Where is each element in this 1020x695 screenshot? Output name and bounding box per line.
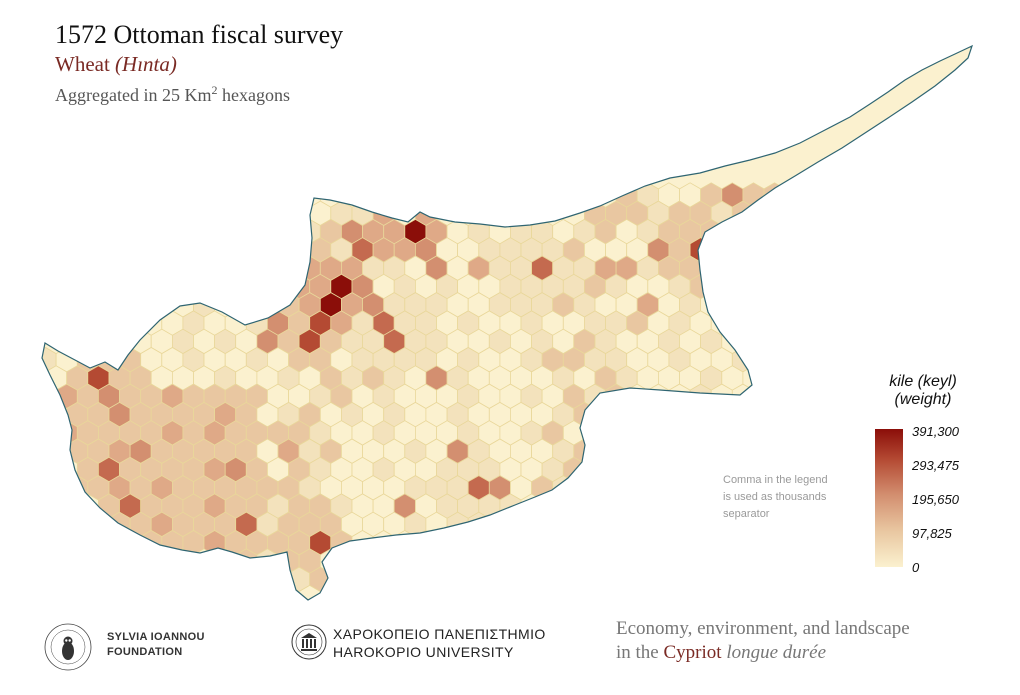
project-italic: longue durée: [721, 642, 827, 663]
note-prefix: Aggregated in 25 Km: [55, 85, 212, 105]
legend-label-3: 195,650: [912, 492, 959, 507]
map-subtitle: Wheat (Hınta): [55, 52, 177, 77]
project-line1: Economy, environment, and landscape: [616, 618, 910, 639]
project-name: Economy, environment, and landscape in t…: [616, 617, 910, 665]
org1-line2: FOUNDATION: [107, 646, 183, 658]
project-cypriot: Cypriot: [663, 642, 722, 663]
aggregation-note: Aggregated in 25 Km2 hexagons: [55, 83, 290, 106]
org2-name-greek: ΧΑΡΟΚΟΠΕΙΟ ΠΑΝΕΠΙΣΤΗΜΙΟ: [333, 626, 546, 642]
legend-title-line2: (weight): [894, 391, 952, 408]
hex-cell: [298, 584, 321, 600]
project-pre: in the: [616, 642, 664, 663]
note-sup: 2: [211, 83, 218, 97]
harokopio-university-logo: [291, 624, 327, 660]
project-line2: in the Cypriot longue durée: [616, 641, 910, 665]
legend-label-4: 97,825: [912, 526, 952, 541]
legend-title-line1: kile (keyl): [889, 373, 957, 390]
coastline: [41, 44, 974, 601]
separator-note: Comma in the legend is used as thousands…: [723, 472, 853, 523]
legend-title: kile (keyl) (weight): [868, 373, 978, 409]
subtitle-main: Wheat: [55, 52, 110, 76]
note-suffix: hexagons: [217, 85, 290, 105]
legend-label-min: 0: [912, 560, 920, 575]
legend-label-2: 293,475: [912, 458, 959, 473]
separator-note-3: separator: [723, 508, 770, 520]
org1-line1: SYLVIA IOANNOU: [107, 631, 205, 643]
legend-label-max: 391,300: [912, 424, 959, 439]
hex-grid: [42, 182, 786, 600]
subtitle-italic: (Hınta): [115, 52, 177, 76]
map-title: 1572 Ottoman fiscal survey: [55, 20, 344, 49]
org2-name-english: HAROKOPIO UNIVERSITY: [333, 644, 514, 660]
separator-note-2: is used as thousands: [723, 491, 827, 503]
legend-color-ramp: [875, 429, 903, 567]
sylvia-ioannou-foundation-logo: [44, 623, 92, 671]
org1-name: SYLVIA IOANNOU FOUNDATION: [107, 630, 205, 660]
separator-note-1: Comma in the legend: [723, 474, 828, 486]
